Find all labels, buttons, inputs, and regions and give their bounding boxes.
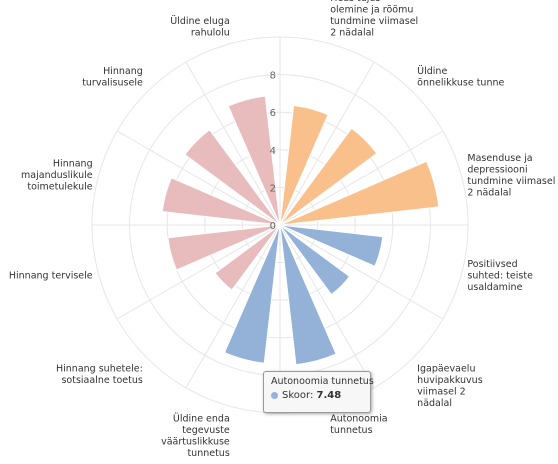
- bar-9: [167, 224, 281, 271]
- category-label: Positiivsed suhted: teiste usaldamine: [467, 259, 533, 293]
- grid-spoke: [279, 224, 444, 320]
- bar-5: [279, 224, 351, 296]
- bar-10: [161, 177, 281, 226]
- chart-tooltip: Autonoomia tunnetus Skoor: 7.48: [263, 371, 374, 413]
- grid-spoke: [116, 224, 281, 320]
- tooltip-series-dot: [271, 391, 278, 399]
- category-label: Autonoomia tunnetus: [330, 414, 387, 437]
- category-label: Üldine õnnelikkuse tunne: [417, 66, 504, 89]
- bar-2: [279, 127, 378, 226]
- tooltip-value: 7.48: [316, 390, 342, 401]
- grid-spoke: [279, 61, 375, 226]
- category-label: Masenduse ja depressiooni tundmine viimase…: [467, 153, 555, 199]
- tooltip-row: Skoor: 7.48: [271, 390, 363, 401]
- tooltip-title: Autonoomia tunnetus: [271, 376, 374, 387]
- bar-4: [279, 224, 384, 267]
- category-label: Igapäevaelu huvipakkuvus viimasel 2 nädalal: [417, 363, 483, 409]
- tick-label: 0: [270, 221, 276, 232]
- bar-12: [227, 95, 281, 226]
- grid-spoke: [279, 224, 375, 389]
- tooltip-series-label: Skoor: [282, 390, 310, 401]
- category-label: Hinnang turvalisusele: [82, 66, 143, 89]
- bar-8: [214, 224, 281, 291]
- tick-label: 8: [270, 71, 276, 82]
- tick-label: 4: [270, 146, 276, 157]
- category-label: Hinnang suhetele: sotsiaalne toetus: [56, 363, 143, 386]
- bar-1: [279, 104, 329, 226]
- radial-axis-ticks: 0 2 4 6 8: [270, 71, 276, 232]
- grid-spoke: [185, 224, 281, 389]
- tick-label: 6: [270, 108, 276, 119]
- grid-spoke: [279, 130, 444, 226]
- tick-label: 2: [270, 183, 276, 194]
- category-label: Üldine eluga rahulolu: [170, 16, 230, 39]
- bar-3: [279, 160, 440, 226]
- grid-spoke: [116, 130, 281, 226]
- category-label: Hinnang tervisele: [9, 271, 93, 282]
- chart-bars: [161, 95, 440, 366]
- bar-7: [223, 224, 281, 364]
- category-label: Hinnang majanduslikule toimetulekule: [21, 159, 93, 193]
- bar-11: [184, 129, 281, 226]
- category-label: Üldine enda tegevuste väärtuslikkuse tunnet…: [161, 414, 230, 460]
- bar-6: [279, 224, 337, 366]
- grid-spoke: [185, 61, 281, 226]
